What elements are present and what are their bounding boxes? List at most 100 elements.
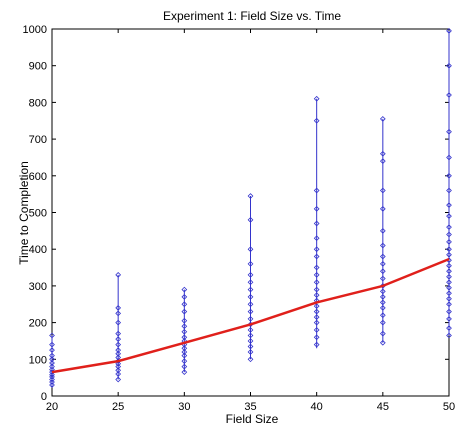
data-point <box>313 187 320 194</box>
x-tick-label: 30 <box>178 401 190 413</box>
data-point <box>379 288 386 295</box>
data-point <box>446 332 452 339</box>
data-point <box>247 338 254 344</box>
data-point <box>115 350 122 357</box>
data-point <box>313 303 320 309</box>
data-point <box>446 27 452 34</box>
data-point <box>181 369 188 376</box>
data-point <box>247 294 254 300</box>
data-point <box>379 305 386 311</box>
y-tick-label: 900 <box>29 61 47 73</box>
data-point <box>379 227 386 234</box>
data-point <box>49 332 55 339</box>
data-point <box>379 319 386 326</box>
data-point <box>446 295 452 302</box>
data-point <box>115 363 122 370</box>
data-point <box>115 310 122 317</box>
data-point <box>313 117 320 124</box>
data-point <box>247 332 254 339</box>
data-point <box>247 272 254 278</box>
data-point <box>379 242 386 249</box>
data-point <box>115 319 122 326</box>
data-point <box>181 323 188 330</box>
data-point <box>313 95 320 102</box>
data-point <box>115 347 122 353</box>
data-point <box>49 374 55 380</box>
y-tick-label: 700 <box>29 134 47 146</box>
data-point <box>313 314 320 320</box>
data-point <box>313 327 320 333</box>
data-point <box>446 92 452 98</box>
data-point <box>379 187 386 194</box>
data-point <box>446 172 452 179</box>
data-point <box>313 272 320 278</box>
data-point <box>446 279 452 286</box>
data-point <box>313 279 320 286</box>
data-point <box>247 349 254 355</box>
data-point <box>446 154 452 161</box>
data-point <box>379 299 386 306</box>
x-tick-label: 45 <box>377 401 389 413</box>
data-point <box>446 301 452 308</box>
data-point <box>181 286 188 293</box>
data-point <box>181 352 188 359</box>
data-point <box>181 334 188 341</box>
mean-line <box>51 257 450 374</box>
y-tick-label: 200 <box>29 318 47 330</box>
data-point <box>247 193 254 199</box>
data-point <box>247 327 254 333</box>
data-point <box>313 246 320 253</box>
plot-area: 20 25 30 35 40 45 5001002003004005006007008009… <box>23 24 456 413</box>
data-point <box>181 317 188 324</box>
data-point <box>49 379 55 385</box>
data-point <box>181 328 188 335</box>
x-axis-title: Field Size <box>226 412 279 426</box>
data-point <box>49 376 55 383</box>
data-point <box>247 301 254 308</box>
data-point <box>247 216 254 223</box>
data-point <box>115 354 122 361</box>
y-tick-label: 1000 <box>23 24 47 36</box>
data-point <box>446 62 452 69</box>
data-point <box>446 268 452 275</box>
data-point <box>446 202 452 209</box>
data-point <box>313 341 320 348</box>
data-point <box>313 264 320 271</box>
data-point <box>181 363 188 370</box>
data-point <box>446 308 452 315</box>
data-point <box>446 290 452 297</box>
data-point <box>379 205 386 212</box>
y-tick-label: 800 <box>29 97 47 109</box>
data-point <box>49 363 55 370</box>
data-point <box>247 356 254 363</box>
y-tick-label: 100 <box>29 354 47 366</box>
data-point <box>247 286 254 293</box>
data-point <box>313 253 320 260</box>
data-point <box>181 308 188 315</box>
data-point <box>247 308 254 315</box>
chart-title: Experiment 1: Field Size vs. Time <box>163 9 341 23</box>
data-point <box>446 128 452 135</box>
data-point <box>181 358 188 365</box>
x-tick-label: 40 <box>311 401 323 413</box>
x-tick-label: 25 <box>112 401 124 413</box>
data-point <box>379 294 386 300</box>
data-point <box>446 187 452 194</box>
data-point <box>379 275 386 282</box>
data-point <box>379 158 386 164</box>
data-point <box>181 349 188 355</box>
data-point <box>446 262 452 269</box>
data-point <box>313 286 320 293</box>
data-point <box>313 235 320 242</box>
data-point <box>115 341 122 348</box>
data-point <box>313 334 320 341</box>
y-tick-label: 600 <box>29 171 47 183</box>
data-point <box>446 251 452 258</box>
data-point <box>313 319 320 326</box>
data-point <box>446 325 452 331</box>
data-point <box>49 382 55 388</box>
data-point <box>49 347 55 353</box>
y-axis-title: Time to Completion <box>17 161 31 265</box>
data-point <box>446 213 452 220</box>
